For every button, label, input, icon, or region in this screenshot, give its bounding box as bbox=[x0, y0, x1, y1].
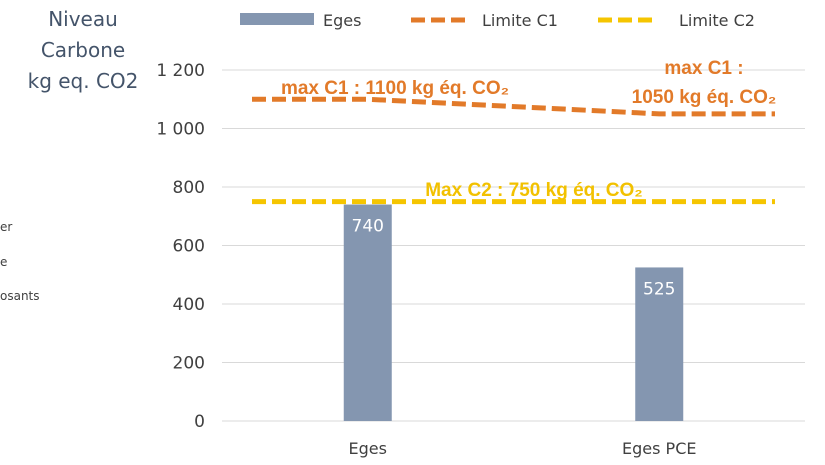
x-category-label: Eges PCE bbox=[622, 439, 696, 458]
limit-lines bbox=[252, 96, 775, 205]
legend-swatch-eges bbox=[240, 13, 314, 25]
y-tick-label: 600 bbox=[173, 237, 205, 257]
bar bbox=[343, 204, 392, 421]
c1-annotation-right-line-1: max C1 : bbox=[664, 58, 743, 79]
y-tick-label: 1 000 bbox=[156, 120, 205, 140]
side-legend-fragment: e bbox=[0, 255, 7, 269]
legend-label-limite-c2: Limite C2 bbox=[679, 11, 755, 30]
y-tick-label: 800 bbox=[173, 178, 205, 198]
y-tick-label: 200 bbox=[173, 354, 205, 374]
bar-data-label: 525 bbox=[643, 279, 675, 299]
bars: 740 525 bbox=[343, 204, 684, 421]
grid bbox=[222, 69, 805, 422]
y-axis-ticks: 0 200 400 600 800 1 000 1 200 bbox=[156, 61, 205, 432]
bar-data-label: 740 bbox=[352, 217, 384, 237]
x-category-label: Eges bbox=[349, 439, 387, 458]
side-legend-fragment: er bbox=[0, 220, 12, 234]
c1-annotation-right-line-2: 1050 kg éq. CO₂ bbox=[632, 87, 777, 108]
legend-label-limite-c1: Limite C1 bbox=[482, 11, 558, 30]
x-axis-categories: Eges Eges PCE bbox=[349, 439, 697, 458]
side-legend-fragment: osants bbox=[0, 289, 40, 303]
limite-c1-line bbox=[252, 96, 775, 117]
legend: Eges Limite C1 Limite C2 bbox=[240, 11, 755, 30]
y-tick-label: 400 bbox=[173, 295, 205, 315]
legend-label-eges: Eges bbox=[323, 11, 361, 30]
y-axis-title-line-3: kg eq. CO2 bbox=[28, 69, 139, 93]
y-axis-title-line-1: Niveau bbox=[48, 7, 118, 31]
bar bbox=[635, 267, 684, 421]
y-tick-label: 1 200 bbox=[156, 61, 205, 81]
c1-annotation-left: max C1 : 1100 kg éq. CO₂ bbox=[281, 78, 509, 99]
y-tick-label: 0 bbox=[194, 412, 205, 432]
y-axis-title-line-2: Carbone bbox=[41, 38, 125, 62]
c2-annotation: Max C2 : 750 kg éq. CO₂ bbox=[425, 180, 643, 201]
